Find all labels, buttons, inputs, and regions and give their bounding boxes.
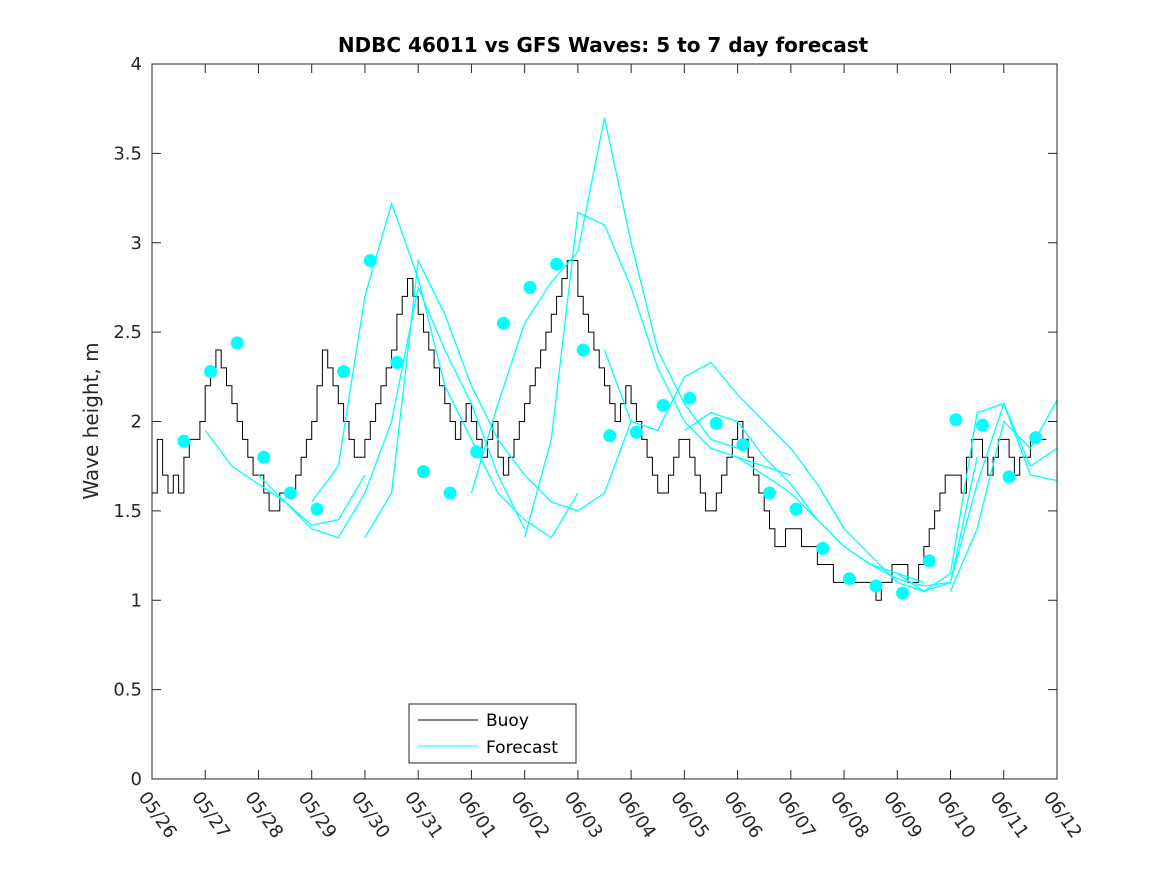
forecast-point — [576, 343, 590, 357]
forecast-point — [869, 579, 883, 593]
forecast-point — [283, 486, 297, 500]
x-tick-label: 05/28 — [240, 788, 287, 843]
forecast-point — [976, 418, 989, 432]
x-tick-label: 05/30 — [347, 788, 394, 843]
forecast-point — [496, 316, 510, 330]
forecast-series-line — [258, 285, 526, 539]
forecast-point — [230, 336, 244, 350]
forecast-point — [550, 257, 564, 271]
forecast-point — [896, 586, 910, 600]
forecast-point — [1029, 431, 1043, 445]
forecast-point — [949, 413, 963, 427]
x-tick-label: 06/05 — [666, 788, 713, 843]
x-tick-label: 06/04 — [613, 788, 660, 843]
forecast-point — [337, 365, 351, 378]
forecast-marker-layer — [177, 254, 1043, 600]
forecast-point — [363, 254, 377, 268]
legend-box — [408, 703, 577, 764]
x-tick-label: 05/27 — [187, 788, 234, 843]
forecast-point — [656, 398, 670, 412]
forecast-point — [470, 445, 484, 459]
forecast-series-line — [603, 349, 845, 530]
x-tick-label: 06/10 — [932, 788, 979, 843]
x-tick-label: 06/07 — [773, 788, 820, 843]
forecast-series-line — [737, 456, 978, 587]
forecast-point — [922, 554, 936, 568]
x-tick-label: 06/09 — [879, 788, 926, 843]
y-tick-label: 3 — [131, 233, 142, 254]
plot-area — [151, 63, 1058, 780]
forecast-point — [842, 572, 856, 586]
legend-buoy-label: Buoy — [486, 711, 529, 731]
forecast-series-line — [896, 402, 1058, 593]
x-tick-label: 06/11 — [986, 788, 1033, 843]
y-tick-label: 2.5 — [113, 322, 142, 343]
x-tick-label: 06/06 — [719, 788, 766, 843]
forecast-series-line — [364, 258, 632, 539]
y-tick-label: 4 — [131, 54, 142, 75]
forecast-point — [816, 541, 830, 555]
forecast-point — [390, 356, 404, 369]
forecast-point — [443, 486, 457, 500]
chart-title: NDBC 46011 vs GFS Waves: 5 to 7 day fore… — [338, 33, 869, 57]
y-tick-label: 1.5 — [113, 501, 142, 522]
x-tick-label: 05/26 — [134, 788, 181, 843]
forecast-point — [789, 502, 803, 516]
forecast-point — [417, 465, 430, 479]
forecast-series-line — [523, 211, 792, 538]
y-tick-label: 3.5 — [113, 143, 142, 164]
legend-forecast-label: Forecast — [486, 738, 558, 758]
x-tick-label: 06/01 — [453, 788, 500, 843]
forecast-point — [257, 450, 271, 464]
forecast-point — [310, 502, 324, 516]
plot-background — [152, 64, 1057, 779]
forecast-point — [736, 438, 750, 452]
forecast-point — [709, 416, 723, 430]
forecast-point — [763, 486, 776, 500]
forecast-point — [177, 434, 191, 448]
y-tick-label: 1 — [131, 590, 142, 611]
x-tick-label: 06/03 — [560, 788, 607, 843]
forecast-point — [603, 429, 617, 443]
x-tick-label: 06/08 — [826, 788, 873, 843]
y-tick-label: 0.5 — [113, 680, 142, 701]
y-tick-label: 2 — [131, 412, 142, 433]
y-axis: 0 0.5 1 1.5 2 2.5 3 3.5 4 — [113, 54, 1057, 790]
x-tick-label: 05/29 — [294, 788, 341, 843]
forecast-point — [523, 280, 537, 294]
y-axis-label: Wave height, m — [79, 342, 103, 499]
forecast-point — [204, 365, 218, 378]
forecast-point — [629, 425, 643, 439]
x-tick-label: 05/31 — [400, 788, 447, 843]
y-tick-label: 0 — [131, 769, 142, 790]
x-tick-label: 06/12 — [1039, 788, 1086, 843]
forecast-point — [683, 391, 697, 405]
forecast-series-line — [311, 201, 579, 539]
forecast-series-line — [470, 117, 738, 494]
forecast-point — [1002, 470, 1016, 484]
legend: Buoy Forecast — [408, 703, 577, 764]
x-tick-label: 06/02 — [507, 788, 554, 843]
